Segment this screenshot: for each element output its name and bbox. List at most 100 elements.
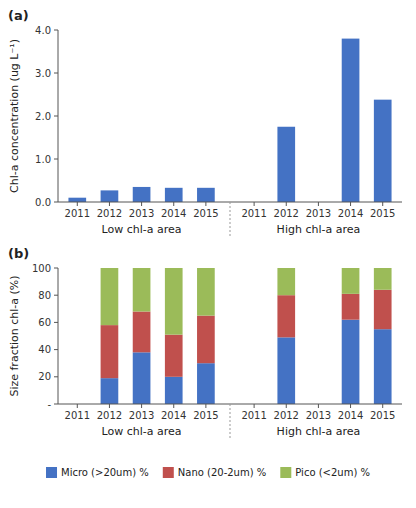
x-tick [318,202,319,206]
y-tick-label: - [47,399,51,410]
bar [277,127,295,202]
bar-segment [197,316,215,364]
x-tick [109,404,110,408]
x-tick-label: 2014 [338,208,363,219]
bar-segment [374,329,392,404]
y-tick [54,376,58,377]
x-tick [77,404,78,408]
bar-segment [277,268,295,295]
bar [374,100,392,202]
x-tick-label: 2012 [274,410,299,421]
bar-segment [101,378,119,404]
y-tick [54,159,58,160]
bar [197,188,215,202]
bar-segment [197,268,215,316]
x-tick-label: 2014 [338,410,363,421]
y-tick [54,30,58,31]
bars [101,268,392,404]
x-tick [350,404,351,408]
panel-label: (b) [8,246,29,261]
y-axis [58,268,59,404]
x-tick-label: 2014 [161,410,186,421]
x-tick [254,404,255,408]
x-tick [318,404,319,408]
y-tick-label: 4.0 [35,25,51,36]
bar-segment [277,295,295,337]
legend-swatch [280,467,291,478]
bar-segment [133,352,151,404]
y-tick-label: 100 [32,263,51,274]
legend-swatch [46,467,57,478]
x-tick [205,404,206,408]
bar-segment [133,312,151,353]
bar-segment [165,335,183,377]
x-tick [350,202,351,206]
y-tick-label: 20 [38,371,51,382]
bar [101,190,119,202]
x-tick-label: 2015 [370,410,395,421]
x-tick-label: 2013 [306,208,331,219]
x-tick [382,202,383,206]
y-axis-label: Chl-a concentration (ug L⁻¹) [8,39,21,193]
x-tick-label: 2012 [97,410,122,421]
group-divider [230,404,231,438]
bar [165,188,183,202]
y-tick [54,268,58,269]
x-tick [286,404,287,408]
bar [133,187,151,202]
bar [342,39,360,202]
x-tick-label: 2011 [241,410,266,421]
y-tick [54,349,58,350]
x-tick [141,404,142,408]
panel-1: (b)-20406080100Size fraction chl-a (%)20… [8,246,402,438]
x-tick-label: 2013 [129,410,154,421]
y-tick [54,73,58,74]
y-tick [54,322,58,323]
x-tick [254,202,255,206]
legend-swatch [163,467,174,478]
bar-segment [342,320,360,404]
legend-label: Micro (>20um) % [61,467,149,478]
x-tick-label: 2015 [370,208,395,219]
y-tick-label: 80 [38,290,51,301]
bar-segment [165,268,183,335]
bar-segment [374,268,392,290]
y-tick-label: 40 [38,344,51,355]
legend-item: Pico (<2um) % [280,467,370,478]
legend-item: Nano (20-2um) % [163,467,267,478]
group-label: High chl-a area [277,223,361,236]
bar [68,198,86,202]
bar-segment [133,268,151,312]
x-tick [286,202,287,206]
group-label: Low chl-a area [102,425,182,438]
group-divider [230,202,231,236]
group-label: High chl-a area [277,425,361,438]
x-tick [382,404,383,408]
y-axis [58,30,59,202]
x-tick-label: 2013 [306,410,331,421]
y-tick [54,116,58,117]
x-tick-label: 2011 [65,208,90,219]
x-tick-label: 2015 [193,208,218,219]
bar-segment [101,325,119,378]
y-tick [54,202,58,203]
x-tick-label: 2012 [274,208,299,219]
y-tick-label: 0.0 [35,197,51,208]
y-tick-label: 1.0 [35,154,51,165]
y-axis-label: Size fraction chl-a (%) [8,275,21,396]
y-tick-label: 2.0 [35,111,51,122]
y-tick [54,404,58,405]
x-tick-label: 2011 [241,208,266,219]
bar-segment [342,268,360,294]
legend-label: Pico (<2um) % [295,467,370,478]
x-tick [109,202,110,206]
x-tick [173,404,174,408]
y-tick [54,295,58,296]
x-tick [173,202,174,206]
x-tick [141,202,142,206]
legend-item: Micro (>20um) % [46,467,149,478]
x-tick-label: 2014 [161,208,186,219]
bar-segment [197,363,215,404]
group-label: Low chl-a area [102,223,182,236]
x-tick-label: 2012 [97,208,122,219]
